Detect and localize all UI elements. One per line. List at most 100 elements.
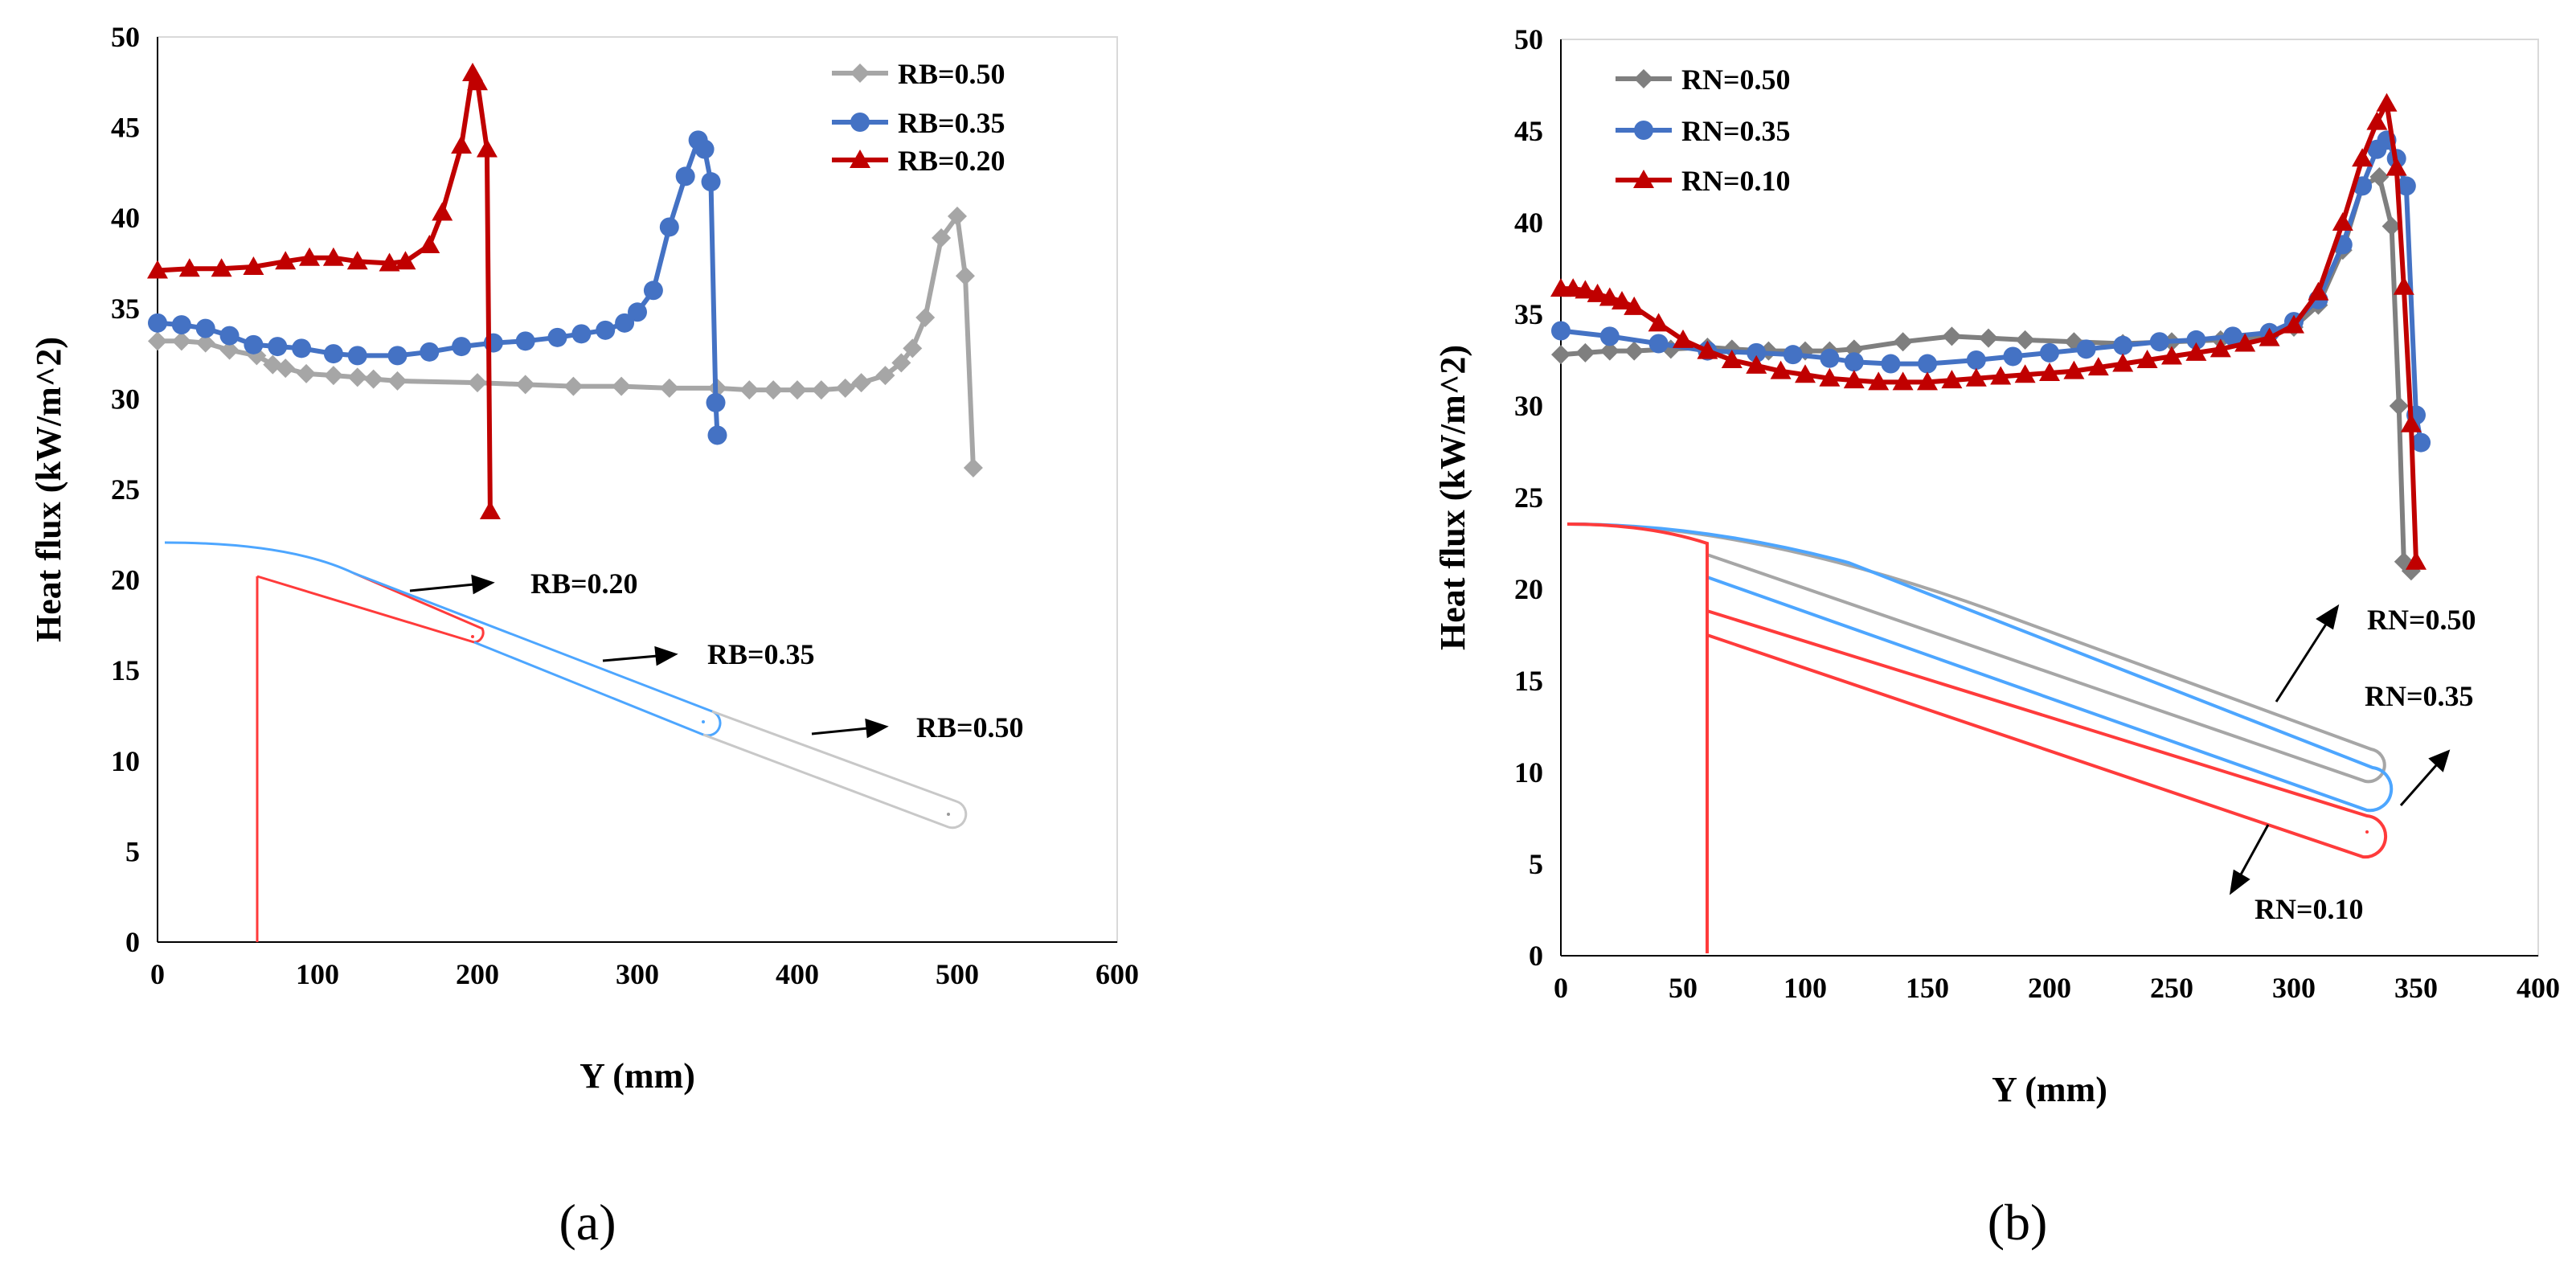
y-tick-label-a-2: 10 (111, 745, 140, 777)
y-tick-label-a-8: 40 (111, 202, 140, 234)
annotation-rb020: RB=0.20 (530, 567, 638, 600)
data-point-rn010-25 (2087, 357, 2109, 376)
legend-marker-rb050 (850, 64, 870, 83)
inset-center-dot-a1 (471, 635, 474, 638)
series-group-b (1550, 92, 2431, 581)
data-point-rn010-5 (1612, 291, 1632, 310)
data-point-rn035-13 (2076, 339, 2096, 359)
data-point-rb035-6 (292, 338, 312, 358)
data-point-rb020-5 (299, 247, 321, 266)
y-tick-labels-a: 0 5 10 15 20 25 30 35 40 45 50 (111, 21, 140, 958)
data-point-rn035-12 (2040, 342, 2059, 363)
x-tick-label-b-0: 0 (1554, 972, 1568, 1004)
data-point-rn050-13 (1979, 328, 1998, 348)
data-point-rn010-35 (2332, 212, 2353, 231)
data-point-rn010-22 (2014, 364, 2036, 383)
arrow-head-rn050 (2316, 604, 2340, 630)
data-point-rn010-42 (2406, 551, 2427, 570)
x-tick-label-a-1: 100 (296, 958, 339, 990)
arrow-rb050 (811, 727, 869, 735)
data-point-rn010-10 (1721, 350, 1743, 368)
legend-item-rn010: RN=0.10 (1616, 165, 1791, 197)
data-point-rn010-26 (2112, 353, 2134, 372)
data-point-rn010-27 (2136, 350, 2158, 368)
y-tick-label-b-6: 30 (1514, 390, 1543, 422)
annotation-rn035: RN=0.35 (2365, 680, 2474, 712)
data-point-rb035-3 (219, 326, 240, 346)
data-point-rn010-9 (1697, 340, 1718, 359)
data-point-rn010-16 (1868, 371, 1890, 391)
data-point-rb035-9 (387, 346, 407, 366)
data-point-rb035-25 (706, 392, 726, 412)
data-point-rn010-39 (2386, 157, 2407, 176)
data-point-rb020-0 (147, 260, 168, 279)
x-axis-title-b: Y (mm) (1992, 1070, 2107, 1109)
data-point-rb035-13 (515, 331, 535, 351)
data-point-rn010-34 (2308, 281, 2329, 301)
data-point-rb020-1 (178, 258, 200, 277)
y-tick-label-b-1: 5 (1529, 848, 1543, 880)
inset-rb050-contour (702, 710, 968, 830)
data-point-rn035-14 (2113, 335, 2133, 355)
x-tick-label-b-8: 400 (2517, 972, 2560, 1004)
y-axis-title-b: Heat flux (kW/m^2) (1433, 345, 1472, 650)
data-point-rn010-8 (1673, 329, 1693, 348)
series-group-a (147, 63, 983, 520)
data-point-rb020-10 (419, 234, 440, 253)
data-point-rb035-16 (596, 320, 616, 340)
data-point-rn010-14 (1819, 367, 1841, 387)
data-point-rb050-12 (468, 373, 487, 393)
data-point-rn035-0 (1551, 321, 1571, 341)
data-point-rb050-1 (171, 331, 191, 351)
data-point-rb050-15 (612, 376, 632, 396)
chart-panel-b: 0 5 10 15 20 25 30 35 40 45 50 0 50 100 150 200 250 300 3… (1433, 23, 2560, 1251)
inset-outer-contour-a (164, 541, 354, 575)
arrow-rn035 (2399, 764, 2439, 806)
legend-label-rb050: RB=0.50 (898, 58, 1005, 90)
inset-geometry-a (164, 541, 968, 942)
data-point-rb035-11 (452, 337, 472, 357)
data-point-rb035-21 (675, 166, 695, 186)
data-point-rn010-12 (1770, 360, 1792, 379)
data-point-rb050-3 (219, 340, 240, 360)
series-line-rn050 (1560, 174, 2414, 573)
arrow-rn010 (2239, 824, 2270, 875)
inset-geometry-b (1566, 522, 2394, 953)
legend-label-rn050: RN=0.50 (1681, 64, 1791, 96)
data-point-rb050-24 (875, 366, 895, 386)
data-point-rn010-29 (2185, 342, 2207, 361)
data-point-rn050-12 (1942, 326, 1962, 346)
data-point-rb035-7 (323, 344, 343, 364)
x-axis-title-a: Y (mm) (579, 1056, 695, 1096)
data-point-rn050-26 (2389, 396, 2409, 416)
data-point-rn010-36 (2352, 148, 2373, 167)
y-tick-label-a-9: 45 (111, 112, 140, 144)
y-tick-labels-b: 0 5 10 15 20 25 30 35 40 45 50 (1514, 23, 1543, 972)
data-point-rn010-11 (1746, 354, 1767, 374)
data-point-rn035-15 (2149, 332, 2169, 352)
annotation-arrows-b (2229, 604, 2451, 895)
data-point-rb050-7 (297, 363, 317, 383)
data-point-rb035-23 (694, 139, 715, 159)
legend-label-rn010: RN=0.10 (1681, 165, 1791, 197)
data-point-rb020-3 (243, 256, 264, 276)
data-point-rn010-18 (1917, 371, 1938, 391)
data-point-rn010-15 (1843, 370, 1865, 389)
y-tick-label-a-3: 15 (111, 654, 140, 686)
y-tick-label-b-3: 15 (1514, 665, 1543, 697)
data-point-rn010-19 (1941, 370, 1963, 389)
legend-item-rb050: RB=0.50 (832, 58, 1005, 90)
data-point-rb020-8 (379, 252, 400, 272)
y-axis-title-a: Heat flux (kW/m^2) (29, 337, 68, 642)
data-point-rb050-2 (195, 333, 215, 353)
data-point-rb050-21 (811, 380, 831, 400)
arrow-head-rn035 (2428, 749, 2451, 772)
annotation-rb035: RB=0.35 (707, 638, 815, 670)
x-tick-label-a-2: 200 (456, 958, 499, 990)
x-tick-labels-b: 0 50 100 150 200 250 300 350 400 (1554, 972, 2560, 1004)
y-tick-label-b-9: 45 (1514, 115, 1543, 147)
data-point-rn010-17 (1892, 371, 1914, 391)
y-tick-label-b-5: 25 (1514, 481, 1543, 514)
data-point-rn010-37 (2366, 111, 2388, 130)
data-point-rb050-27 (915, 308, 936, 328)
